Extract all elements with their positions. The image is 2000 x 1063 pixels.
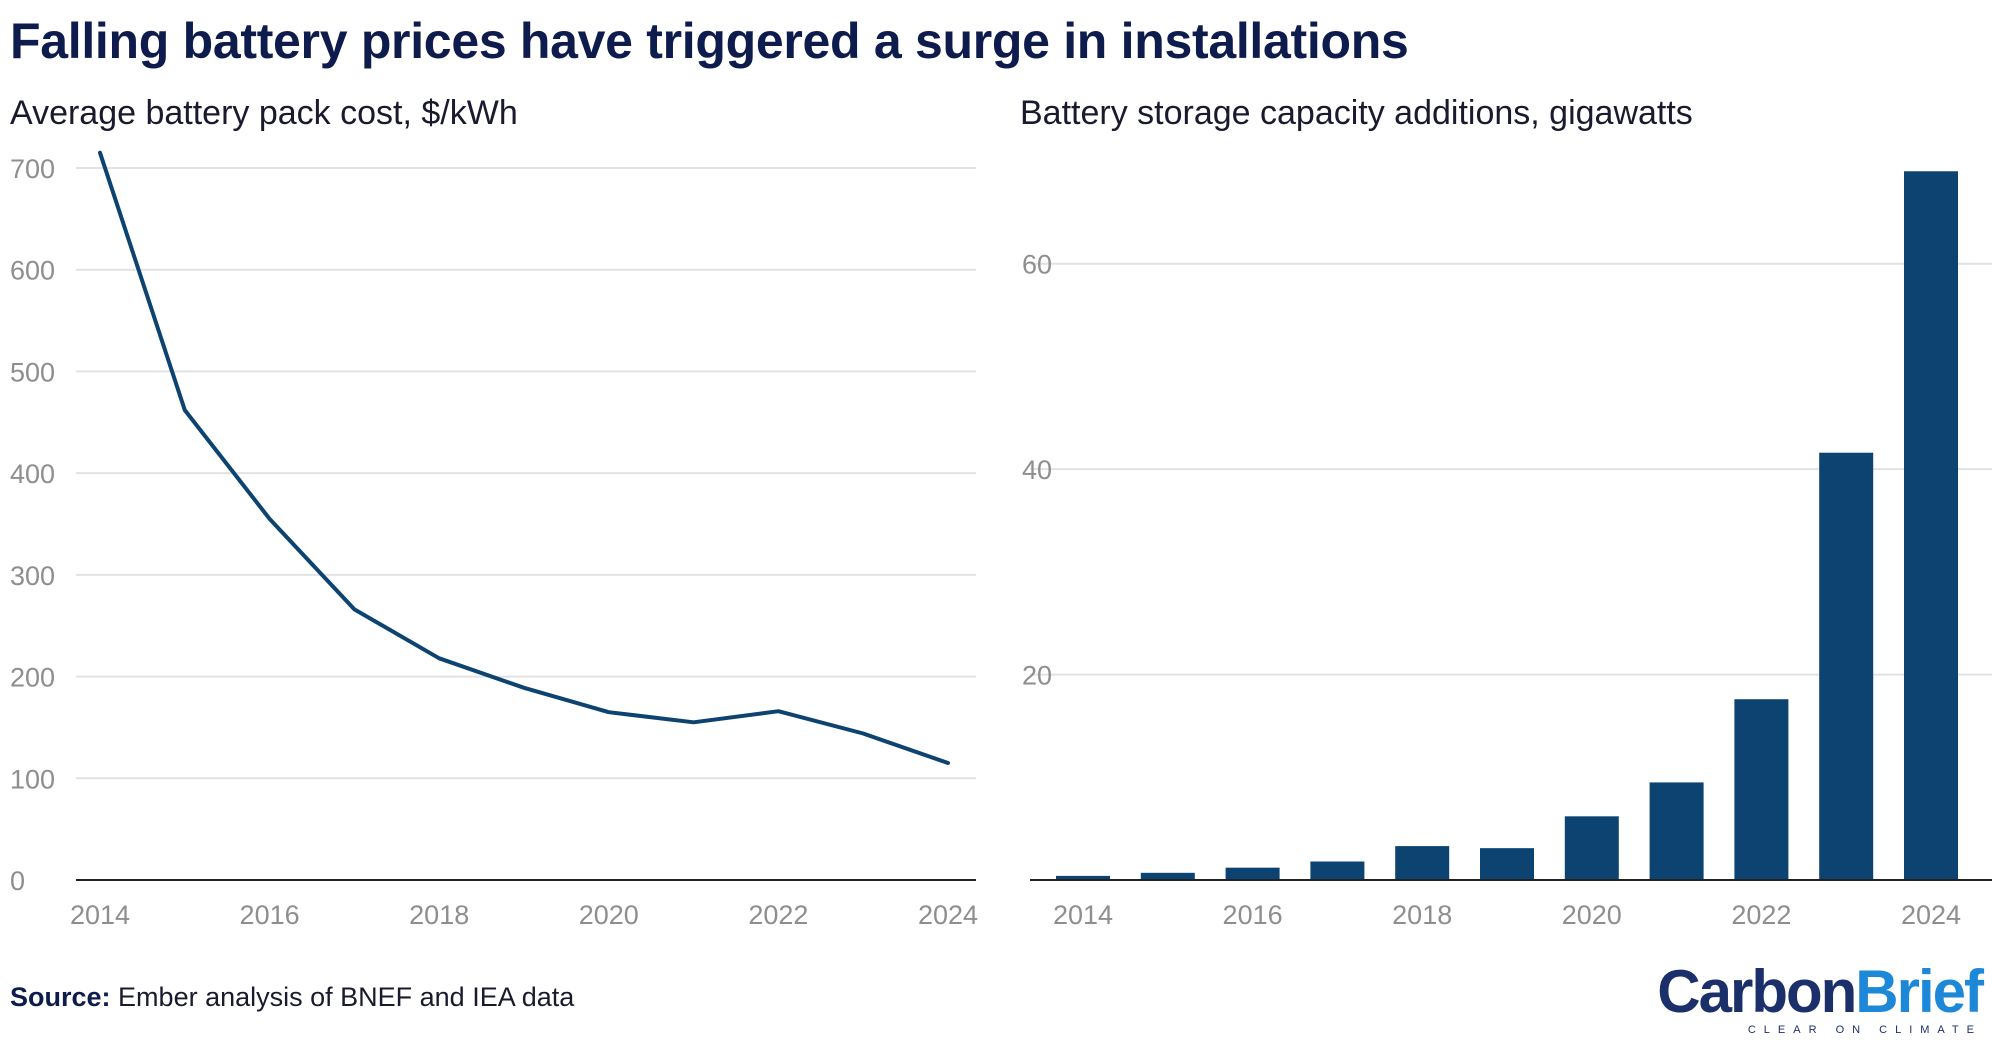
capacity-bar [1140, 872, 1195, 880]
capacity-bar [1649, 782, 1704, 880]
capacity-additions-bar-chart: 20 40 60 2014 2016 2018 2020 2022 2024 [1022, 171, 1992, 930]
capacity-bar [1819, 452, 1874, 880]
x-tick-label: 2022 [1731, 900, 1791, 930]
y-tick-label: 0 [10, 866, 25, 896]
capacity-bar [1734, 699, 1789, 880]
cost-series-line [98, 150, 950, 765]
y-tick-label: 700 [10, 154, 55, 184]
x-tick-label: 2020 [1562, 900, 1622, 930]
x-tick-label: 2024 [1901, 900, 1961, 930]
capacity-bar [1564, 816, 1619, 880]
y-tick-label: 40 [1022, 455, 1052, 485]
capacity-bar [1056, 875, 1110, 880]
y-tick-label: 500 [10, 357, 55, 387]
capacity-bar [1904, 171, 1958, 880]
x-tick-label: 2022 [748, 900, 808, 930]
y-tick-label: 20 [1022, 661, 1052, 691]
x-tick-label: 2014 [1053, 900, 1113, 930]
logo-tagline: CLEAR ON CLIMATE [1747, 1024, 1982, 1036]
y-tick-label: 60 [1022, 250, 1052, 280]
logo-wordmark: CarbonBrief [1657, 962, 1984, 1022]
source-label: Source: [10, 982, 111, 1012]
x-tick-label: 2018 [409, 900, 469, 930]
y-tick-label: 100 [10, 764, 55, 794]
source-text: Ember analysis of BNEF and IEA data [118, 982, 575, 1012]
x-tick-label: 2020 [579, 900, 639, 930]
y-tick-label: 200 [10, 663, 55, 693]
x-tick-label: 2014 [70, 900, 130, 930]
y-tick-label: 300 [10, 561, 55, 591]
chart-title: Falling battery prices have triggered a … [10, 13, 1409, 69]
left-chart-subtitle: Average battery pack cost, $/kWh [10, 94, 518, 132]
capacity-bar [1395, 846, 1450, 880]
x-tick-label: 2024 [918, 900, 978, 930]
logo-carbon: Carbon [1657, 958, 1857, 1025]
right-chart-subtitle: Battery storage capacity additions, giga… [1020, 94, 1693, 132]
capacity-bar [1480, 848, 1534, 880]
capacity-bar [1225, 867, 1280, 880]
logo-brief: Brief [1855, 958, 1984, 1025]
carbonbrief-logo: CarbonBrief CLEAR ON CLIMATE [1657, 962, 1984, 1037]
source-note: Source: Ember analysis of BNEF and IEA d… [10, 982, 574, 1013]
x-tick-label: 2016 [1223, 900, 1283, 930]
x-tick-label: 2018 [1392, 900, 1452, 930]
y-tick-label: 600 [10, 256, 55, 286]
y-tick-label: 400 [10, 459, 55, 489]
capacity-bar [1310, 861, 1365, 880]
battery-cost-line-chart: 0 100 200 300 400 500 600 700 2014 2016 2018 2020 20… [10, 150, 978, 930]
x-tick-label: 2016 [240, 900, 300, 930]
